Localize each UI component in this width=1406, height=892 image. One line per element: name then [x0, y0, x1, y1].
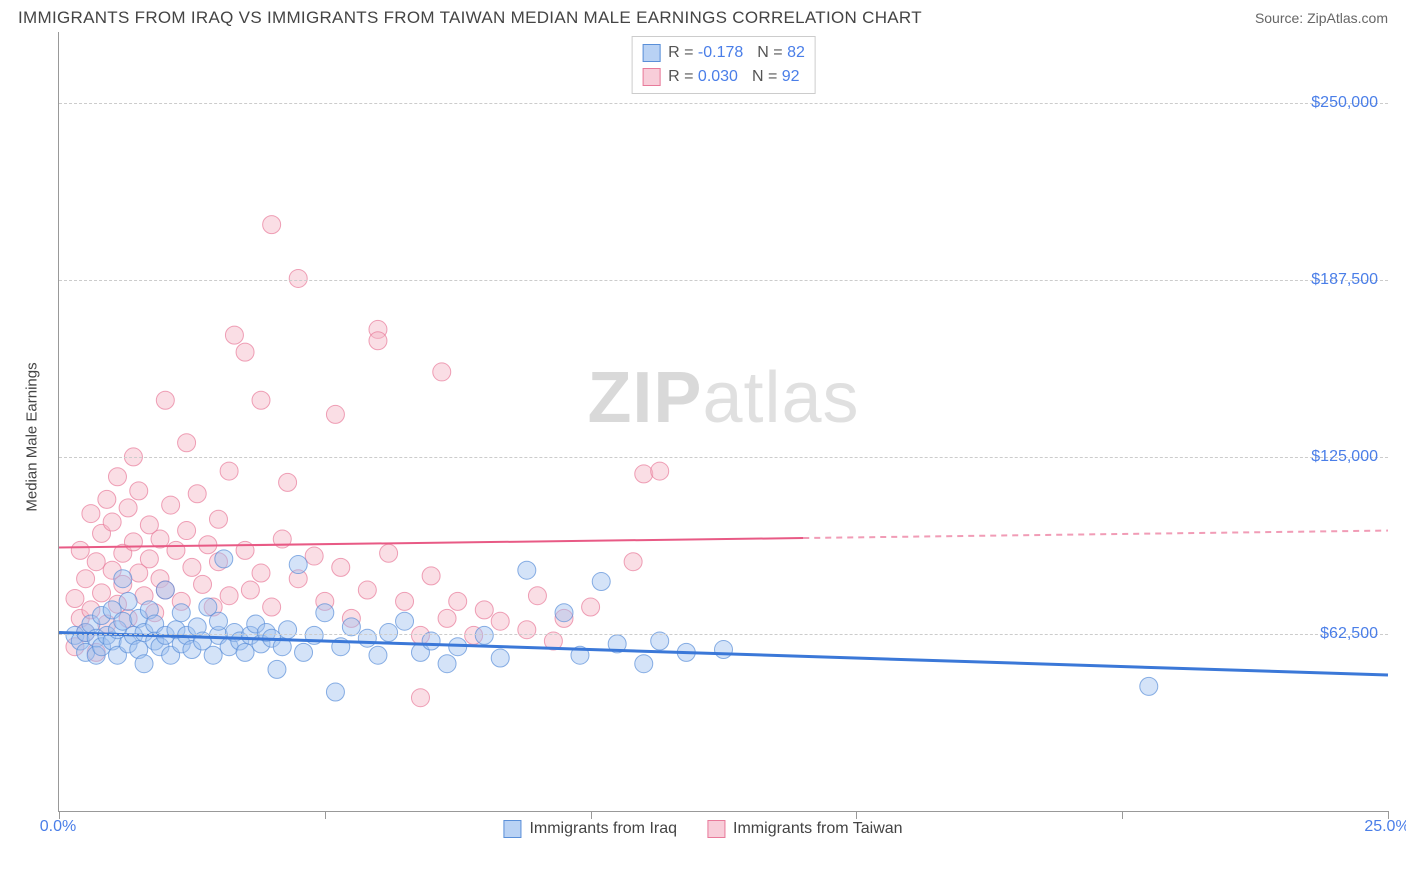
ytick-label: $187,500 [1311, 271, 1378, 289]
chart-container: Median Male Earnings ZIPatlas R = -0.178… [18, 32, 1388, 842]
swatch-iraq-bottom [503, 820, 521, 838]
legend-series: Immigrants from Iraq Immigrants from Tai… [503, 820, 902, 838]
legend-stats-row-taiwan: R = 0.030N = 92 [642, 65, 805, 89]
legend-stats: R = -0.178N = 82 R = 0.030N = 92 [631, 36, 816, 94]
swatch-taiwan [642, 68, 660, 86]
ytick-label: $62,500 [1320, 625, 1378, 643]
swatch-iraq [642, 44, 660, 62]
legend-item-iraq: Immigrants from Iraq [503, 820, 677, 838]
xtick-label: 25.0% [1364, 818, 1406, 836]
chart-source: Source: ZipAtlas.com [1255, 10, 1388, 26]
swatch-taiwan-bottom [707, 820, 725, 838]
xtick-label: 0.0% [40, 818, 76, 836]
legend-item-taiwan: Immigrants from Taiwan [707, 820, 903, 838]
plot-area: ZIPatlas R = -0.178N = 82 R = 0.030N = 9… [58, 32, 1388, 812]
chart-title: IMMIGRANTS FROM IRAQ VS IMMIGRANTS FROM … [18, 8, 922, 28]
ytick-label: $250,000 [1311, 94, 1378, 112]
legend-stats-row-iraq: R = -0.178N = 82 [642, 41, 805, 65]
ytick-label: $125,000 [1311, 448, 1378, 466]
plot-svg [59, 32, 1388, 811]
chart-header: IMMIGRANTS FROM IRAQ VS IMMIGRANTS FROM … [0, 0, 1406, 32]
y-axis-label: Median Male Earnings [24, 362, 41, 511]
